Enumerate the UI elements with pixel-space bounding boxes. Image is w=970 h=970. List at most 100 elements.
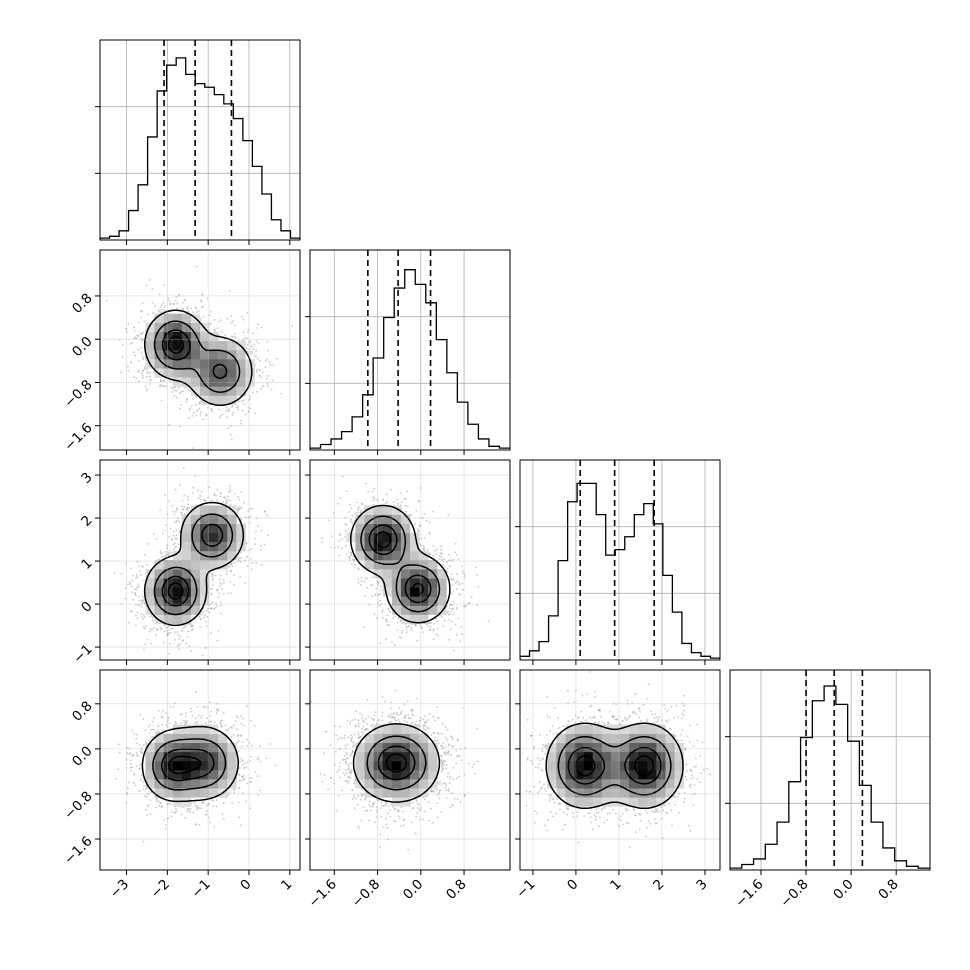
sample-point [209, 322, 211, 325]
sample-point [419, 717, 422, 719]
density-cell [227, 742, 237, 753]
sample-point [690, 770, 693, 773]
density-cell [209, 550, 219, 561]
sample-point [225, 573, 228, 575]
sample-point [336, 770, 339, 773]
sample-point [408, 624, 411, 627]
sample-point [246, 782, 249, 785]
sample-point [410, 628, 413, 631]
sample-point [566, 813, 569, 816]
density-cell [227, 770, 237, 780]
sample-point [205, 413, 208, 416]
sample-point [390, 720, 392, 723]
sample-point [680, 734, 683, 736]
sample-point [140, 316, 143, 319]
sample-point [167, 817, 170, 819]
sample-point [399, 492, 402, 494]
sample-point [143, 553, 146, 556]
sample-point [696, 723, 699, 726]
sample-point [241, 339, 244, 342]
sample-point [231, 438, 233, 441]
sample-point [670, 705, 673, 708]
sample-point [428, 819, 430, 822]
sample-point [247, 509, 250, 512]
density-cell [382, 779, 393, 789]
sample-point [344, 768, 347, 771]
sample-point [208, 802, 211, 805]
sample-point [386, 802, 388, 804]
sample-point [187, 498, 190, 501]
sample-point [246, 350, 249, 353]
sample-point [163, 308, 166, 311]
sample-point [178, 530, 181, 533]
sample-point [362, 725, 365, 728]
sample-point [188, 417, 190, 419]
sample-point [141, 600, 144, 603]
density-cell [382, 788, 393, 798]
sample-point [426, 719, 429, 721]
sample-point [338, 534, 341, 537]
density-cell [382, 770, 393, 780]
density-cell [236, 386, 246, 396]
sample-point [546, 696, 548, 699]
sample-point [567, 720, 570, 723]
sample-point [249, 387, 251, 389]
sample-point [635, 713, 638, 716]
sample-point [674, 735, 677, 738]
sample-point [706, 767, 708, 770]
sample-point [442, 722, 444, 725]
sample-point [720, 744, 722, 746]
sample-point [422, 725, 425, 727]
sample-point [379, 642, 381, 645]
sample-point [533, 785, 536, 788]
sample-point [438, 554, 441, 557]
sample-point [236, 511, 239, 514]
sample-point [156, 798, 159, 801]
sample-point [429, 521, 431, 524]
sample-point [441, 616, 443, 618]
sample-point [526, 758, 529, 761]
density-cell [410, 742, 420, 753]
sample-point [422, 718, 425, 721]
sample-point [133, 733, 136, 735]
sample-point [614, 812, 617, 815]
sample-point [266, 340, 269, 343]
density-cell [163, 350, 174, 360]
sample-point [250, 547, 253, 550]
sample-point [393, 644, 396, 646]
density-cell [172, 340, 183, 351]
sample-point [141, 596, 144, 598]
sample-point [378, 604, 381, 607]
density-cell [200, 541, 210, 552]
sample-point [446, 751, 448, 754]
sample-point [175, 807, 177, 810]
sample-point [357, 568, 360, 570]
density-cell [592, 742, 603, 753]
sample-point [214, 328, 217, 331]
sample-point [135, 738, 138, 740]
y-tick-label: −1 [70, 641, 95, 666]
sample-point [693, 784, 696, 786]
sample-point [449, 777, 451, 780]
sample-point [202, 610, 205, 613]
density-cell [181, 770, 192, 780]
sample-point [638, 707, 641, 709]
sample-point [454, 542, 457, 545]
sample-point [361, 731, 363, 734]
sample-point [230, 736, 233, 739]
sample-point [152, 532, 155, 535]
density-cell [391, 742, 402, 753]
sample-point [365, 577, 368, 580]
sample-point [205, 722, 207, 725]
x-tick-label: −1.6 [732, 876, 766, 910]
sample-point [145, 388, 148, 390]
sample-point [180, 813, 183, 816]
density-cell [391, 751, 402, 762]
density-cell [400, 788, 411, 798]
density-cell [592, 788, 603, 798]
density-cell [172, 377, 183, 387]
sample-point [681, 729, 684, 731]
density-cell [647, 797, 657, 807]
density-cell [145, 587, 155, 597]
sample-point [229, 434, 232, 436]
